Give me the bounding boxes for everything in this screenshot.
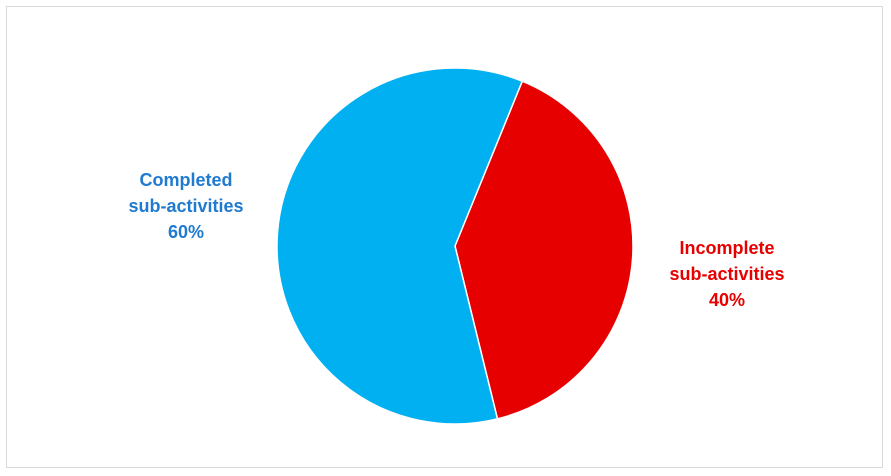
pie-labels: Incomplete sub-activities 40% Completed sub-… <box>128 170 784 310</box>
data-label-line: Completed <box>139 170 232 190</box>
data-label-line: 40% <box>709 290 745 310</box>
data-label-line: sub-activities <box>128 196 243 216</box>
data-label-incomplete-sub-activities: Incomplete sub-activities 40% <box>669 238 784 310</box>
data-label-line: sub-activities <box>669 264 784 284</box>
data-label-line: 60% <box>168 222 204 242</box>
pie-slice-incomplete-sub-activities <box>454 80 634 420</box>
pie-slice-completed-sub-activities <box>276 67 524 425</box>
data-label-line: Incomplete <box>679 238 774 258</box>
data-label-completed-sub-activities: Completed sub-activities 60% <box>128 170 243 242</box>
pie-slices <box>276 67 634 425</box>
